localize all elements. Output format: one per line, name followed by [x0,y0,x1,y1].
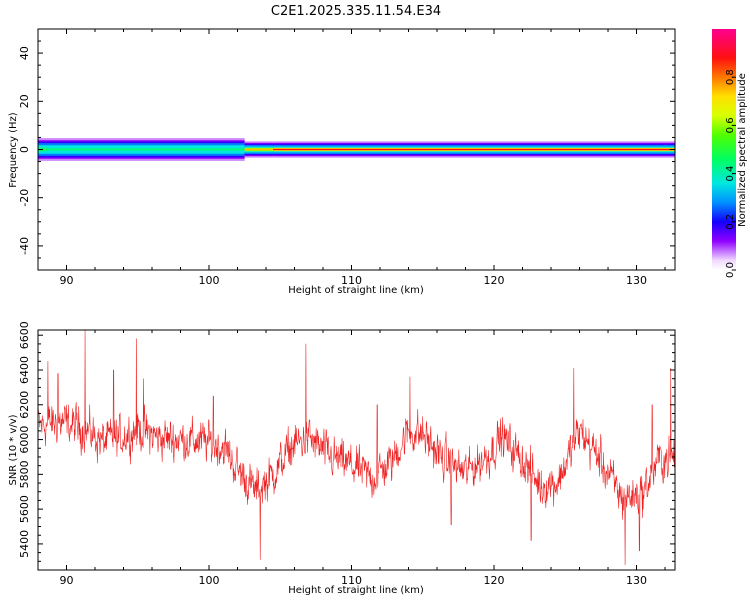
colorbar-ticks: 0.0 0.2 0.4 0.6 0.8 [725,69,736,278]
snr-y-tick-label: 6400 [18,356,31,384]
spectrogram-y-tick-label: 20 [18,94,31,108]
spectrogram-x-tick-label: 100 [199,274,220,287]
spectrogram-x-tick-label: 110 [341,274,362,287]
snr-series-line [38,330,675,566]
colorbar-tick-label: 0.0 [725,262,736,278]
band-3-layer-6 [273,148,675,151]
spectrogram-y-tick-label: 0 [18,146,31,153]
band-1-layer-6 [46,148,245,151]
snr-frame [37,329,676,571]
spectrogram-y-tick-label: -40 [18,237,31,255]
snr-x-label: Height of straight line (km) [288,585,424,596]
spectral-band-3 [273,141,675,158]
spectrogram-y-ticks: -40 -20 0 20 40 [18,28,675,271]
colorbar-gradient [712,29,736,270]
spectral-band-1 [46,138,245,161]
snr-y-tick-label: 6600 [18,321,31,349]
spectrogram-y-tick-label: -20 [18,189,31,207]
snr-y-tick-label: 5400 [18,530,31,558]
colorbar-label: Normalized spectral amplitude [737,73,748,227]
spectrogram-x-label: Height of straight line (km) [288,285,424,296]
spectrogram-heatmap [38,138,675,161]
snr-y-tick-label: 6000 [18,426,31,454]
colorbar: 0.0 0.2 0.4 0.6 0.8 Normalized spectral ampl… [712,29,748,278]
snr-y-label: SNR (10 * v/v) [8,414,19,485]
snr-x-tick-label: 130 [626,574,647,587]
spectrogram-x-tick-label: 120 [484,274,505,287]
snr-x-tick-label: 100 [199,574,220,587]
spectral-band-2 [244,141,274,158]
colorbar-tick-label: 0.8 [725,69,736,85]
snr-y-tick-label: 6200 [18,391,31,419]
spectrogram-panel: 90 100 110 120 130 -40 -20 0 20 40 Height of str… [8,28,676,296]
snr-y-tick-label: 5600 [18,495,31,523]
spectrogram-x-tick-label: 90 [60,274,74,287]
snr-x-tick-label: 90 [60,574,74,587]
spectrogram-y-tick-label: 40 [18,46,31,60]
figure-title: C2E1.2025.335.11.54.E34 [271,4,441,19]
snr-x-tick-label: 110 [341,574,362,587]
spectrogram-y-label: Frequency (Hz) [8,112,19,188]
spectrogram-x-ticks: 90 100 110 120 130 [37,29,666,287]
colorbar-tick-label: 0.6 [725,117,736,133]
snr-x-tick-label: 120 [484,574,505,587]
snr-panel: 90 100 110 120 130 5400 5600 5800 6000 6200 6400 6… [8,321,676,596]
band-2-layer-6 [244,148,274,151]
colorbar-tick-label: 0.2 [725,214,736,230]
spectrogram-x-tick-label: 130 [626,274,647,287]
snr-y-tick-label: 5800 [18,460,31,488]
colorbar-tick-label: 0.4 [725,166,736,182]
snr-x-ticks: 90 100 110 120 130 [37,330,666,587]
snr-y-ticks: 5400 5600 5800 6000 6200 6400 6600 [18,321,675,562]
